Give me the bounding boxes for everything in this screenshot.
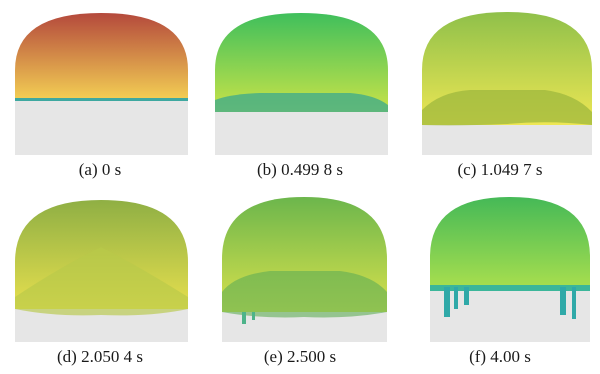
- caption-d: (d) 2.050 4 s: [57, 347, 143, 366]
- panel-f: (f) 4.00 s: [400, 187, 600, 374]
- panel-c: (c) 1.049 7 s: [400, 0, 600, 187]
- panel-d: (d) 2.050 4 s: [0, 187, 200, 374]
- panel-a: (a) 0 s: [0, 0, 200, 187]
- caption-b: (b) 0.499 8 s: [257, 160, 343, 179]
- caption-f: (f) 4.00 s: [469, 347, 531, 366]
- caption-a: (a) 0 s: [78, 160, 122, 179]
- dome-image-e: [222, 197, 387, 342]
- caption-c: (c) 1.049 7 s: [457, 160, 543, 179]
- dome-image-f: [430, 197, 590, 342]
- dome-image-c: [422, 12, 592, 155]
- dome-image-b: [215, 13, 388, 155]
- caption-e: (e) 2.500 s: [263, 347, 337, 366]
- panel-e: (e) 2.500 s: [200, 187, 400, 374]
- dome-image-d: [15, 200, 188, 342]
- dome-image-a: [15, 13, 188, 155]
- panel-b: (b) 0.499 8 s: [200, 0, 400, 187]
